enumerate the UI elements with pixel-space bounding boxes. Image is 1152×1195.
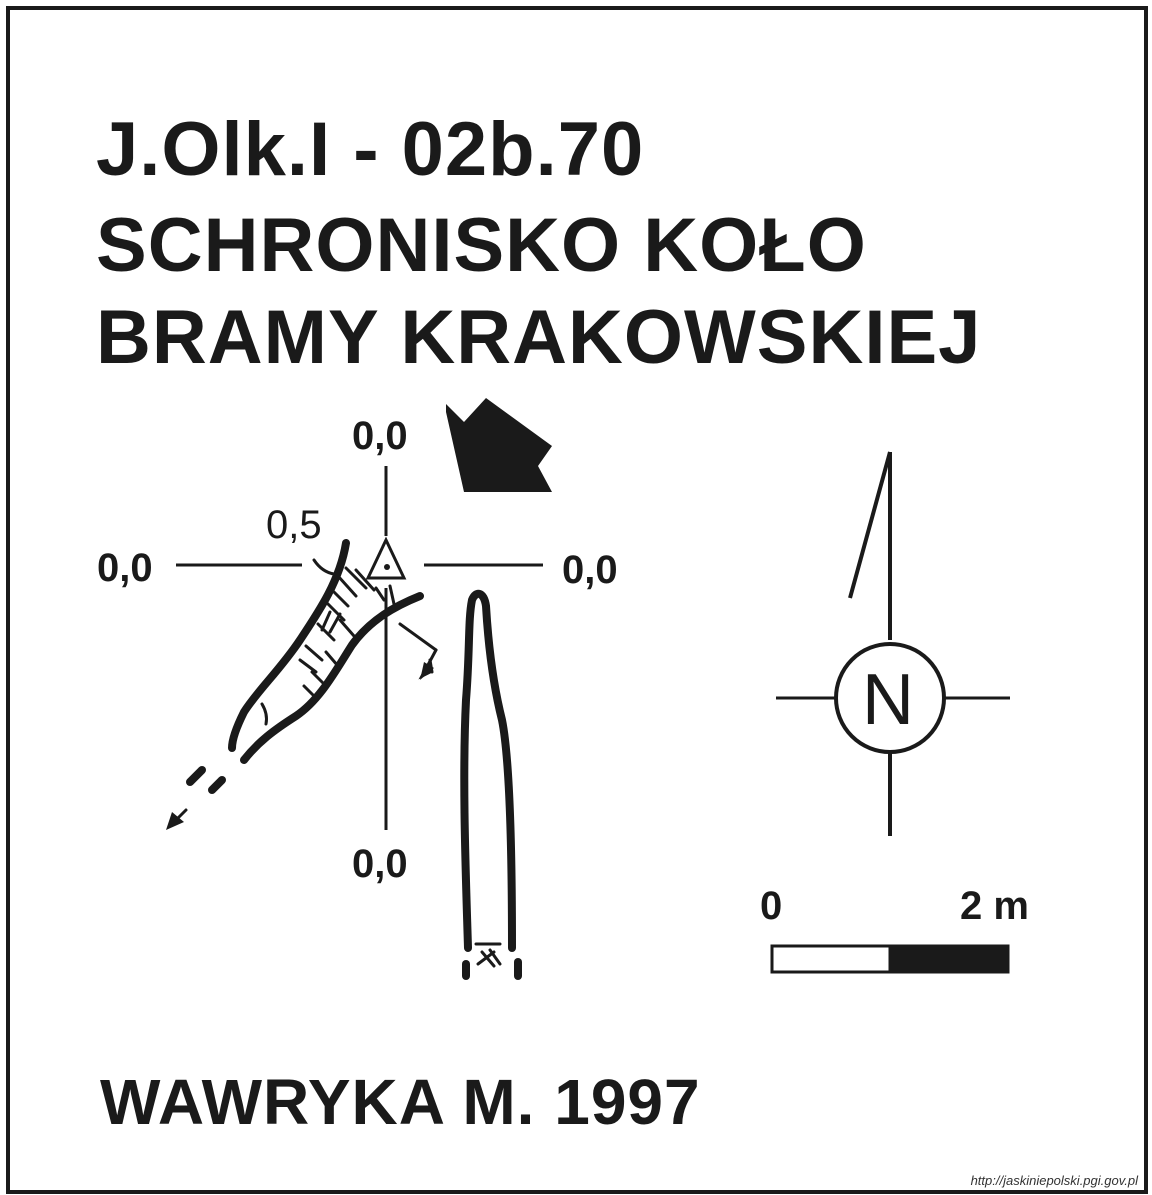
north-letter: N	[862, 660, 914, 740]
map-frame	[6, 6, 1148, 1194]
author-credit: WAWRYKA M. 1997	[100, 1066, 701, 1138]
entrance-arrow-icon	[446, 398, 552, 492]
scale-bar	[770, 944, 1010, 974]
scale-end-label: 2 m	[960, 884, 1029, 928]
depth-label-inner: 0,5	[266, 503, 322, 547]
continuation-arrow-icon	[166, 812, 184, 830]
outlet-arrow-icon	[420, 662, 434, 680]
cave-code-title: J.Olk.I - 02b.70	[96, 107, 645, 192]
survey-point-triangle-icon	[365, 536, 407, 580]
north-arrow-icon	[776, 451, 1010, 836]
depth-label-bottom: 0,0	[352, 842, 408, 886]
scale-start-label: 0	[760, 884, 783, 928]
depth-label-left: 0,0	[97, 546, 153, 590]
depth-label-top: 0,0	[352, 414, 408, 458]
cave-name-line1: SCHRONISKO KOŁO	[96, 203, 867, 288]
cave-name-line2: BRAMY KRAKOWSKIEJ	[96, 295, 982, 380]
cave-passage-fissure	[460, 589, 522, 980]
depth-label-right: 0,0	[562, 548, 618, 592]
cave-passage-left	[168, 539, 438, 828]
source-url: http://jaskiniepolski.pgi.gov.pl	[970, 1173, 1138, 1188]
section-lines	[176, 466, 543, 830]
